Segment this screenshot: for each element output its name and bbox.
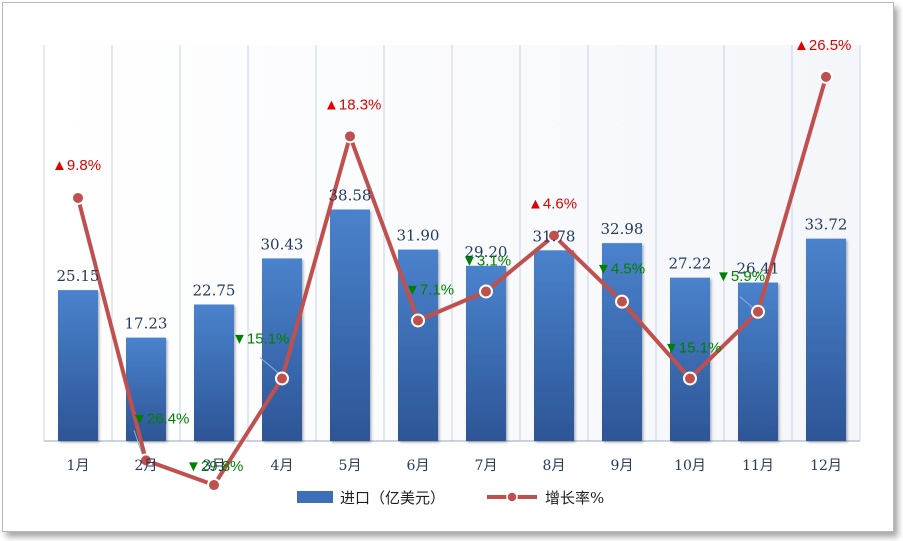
growth-rate-label: ▼15.1%	[664, 339, 721, 356]
bar-4	[262, 258, 302, 441]
growth-rate-label: ▼4.5%	[596, 261, 645, 278]
growth-point-2	[139, 453, 153, 468]
bar-value-label: 25.15	[57, 267, 100, 285]
bar-1	[58, 290, 98, 441]
legend-bar-label: 进口（亿美元）	[340, 489, 445, 507]
bar-value-label: 31.78	[533, 227, 576, 245]
growth-line	[76, 76, 828, 488]
x-tick-label: 1月	[67, 458, 90, 474]
growth-rate-label: ▲18.3%	[324, 96, 381, 113]
growth-rate-label: ▼15.1%	[232, 330, 289, 347]
bar-value-label: 29.20	[465, 243, 508, 261]
x-tick-label: 9月	[611, 458, 634, 474]
bar-value-label: 22.75	[193, 282, 236, 300]
growth-point-1	[71, 190, 85, 205]
legend-bar-swatch	[297, 491, 333, 503]
growth-rate-label: ▼26.4%	[132, 410, 189, 427]
growth-point-3	[207, 478, 221, 493]
bar-2	[126, 337, 166, 441]
legend-line-marker	[506, 491, 518, 503]
growth-rate-label: ▼7.1%	[405, 281, 454, 298]
bar-3	[194, 304, 234, 441]
bar-value-label: 17.23	[125, 315, 168, 333]
growth-point-12	[819, 69, 833, 84]
growth-rate-label: ▼5.9%	[716, 268, 765, 285]
bar-8	[534, 250, 574, 441]
growth-point-4	[275, 371, 289, 386]
growth-point-5	[343, 129, 357, 144]
growth-rate-label: ▼29.8%	[186, 458, 243, 475]
growth-point-11	[751, 304, 765, 319]
bar-value-label: 38.58	[329, 187, 372, 205]
growth-point-9	[615, 294, 629, 309]
growth-point-8	[547, 228, 561, 243]
x-tick-label: 2月	[135, 458, 158, 474]
growth-rate-label: ▲4.6%	[528, 196, 577, 213]
growth-point-7	[479, 284, 493, 299]
growth-rate-label: ▼3.1%	[462, 252, 511, 269]
x-tick-label: 6月	[407, 458, 430, 474]
bar-value-label: 26.41	[737, 260, 780, 278]
bar-value-label: 27.22	[669, 255, 712, 273]
legend-line-label: 增长率%	[545, 489, 604, 507]
bar-9	[602, 243, 642, 441]
x-tick-label: 11月	[742, 458, 774, 474]
bar-value-label: 31.90	[397, 227, 440, 245]
growth-point-10	[683, 371, 697, 386]
leader-line	[259, 357, 280, 374]
leader-line	[739, 296, 755, 310]
bar-10	[670, 277, 710, 441]
x-tick-label: 12月	[810, 458, 842, 474]
x-tick-label: 7月	[475, 458, 498, 474]
legend: 进口（亿美元） 增长率%	[297, 489, 604, 507]
bar-value-label: 33.72	[805, 216, 848, 234]
bar-12	[806, 238, 846, 441]
growth-rate-label: ▲26.5%	[794, 37, 851, 54]
bar-5	[330, 209, 370, 441]
x-tick-label: 4月	[271, 458, 294, 474]
bar-value-label: 30.43	[261, 235, 304, 253]
growth-rate-label: ▲9.8%	[52, 157, 101, 174]
x-tick-label: 3月	[203, 458, 226, 474]
x-tick-label: 10月	[674, 458, 706, 474]
x-tick-label: 5月	[339, 458, 362, 474]
x-tick-label: 8月	[543, 458, 566, 474]
growth-point-6	[411, 313, 425, 328]
leader-line	[133, 430, 144, 457]
bar-value-label: 32.98	[601, 220, 644, 238]
